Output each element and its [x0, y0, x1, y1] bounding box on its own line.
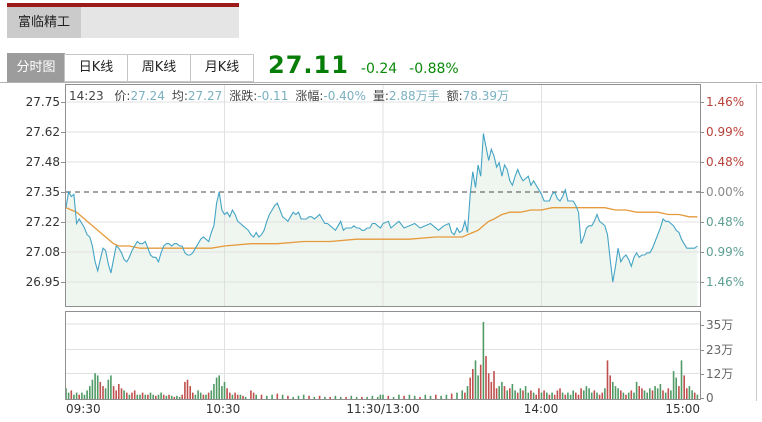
average-price-line	[66, 207, 698, 249]
percent-axis-tick	[700, 252, 704, 253]
price-change-percent: -0.88%	[409, 61, 459, 77]
info-field-value: 27.24	[130, 89, 165, 103]
percent-axis-tick	[700, 222, 704, 223]
price-axis-tick	[61, 102, 65, 103]
last-price: 27.11	[268, 51, 349, 79]
price-area-fill	[66, 133, 698, 306]
time-axis-label: 10:30	[205, 402, 241, 416]
volume-chart-svg	[66, 312, 700, 399]
chart-type-tab-row: 分时图 日K线 周K线 月K线	[0, 52, 762, 83]
info-field-label: 额:	[446, 89, 463, 103]
time-axis-label: 09:30	[66, 402, 101, 416]
info-field-label: 价:	[114, 89, 131, 103]
info-field-label: 量:	[372, 89, 389, 103]
tab-weekly-k[interactable]: 周K线	[127, 54, 191, 82]
info-field-label: 均:	[171, 89, 188, 103]
info-time: 14:23	[69, 89, 104, 103]
time-axis-label: 14:00	[523, 402, 559, 416]
time-axis-label: 15:00	[665, 402, 700, 416]
price-axis-label: 27.08	[25, 245, 60, 259]
price-axis-label: 26.95	[25, 275, 60, 289]
price-axis-label: 27.62	[25, 125, 60, 139]
percent-axis-label: 1.46%	[706, 275, 745, 289]
chart-type-tabs: 分时图 日K线 周K线 月K线	[7, 53, 254, 82]
volume-axis-label: 35万	[706, 318, 734, 332]
info-field-value: 27.27	[187, 89, 223, 103]
volume-chart-area[interactable]	[65, 311, 701, 400]
time-axis-label: 11:30/13:00	[346, 402, 420, 416]
volume-axis-tick	[700, 325, 704, 326]
tab-monthly-k[interactable]: 月K线	[190, 54, 254, 82]
volume-bars	[66, 321, 699, 399]
volume-axis-tick	[700, 350, 704, 351]
percent-axis-label: 0.99%	[706, 125, 745, 139]
price-axis-tick	[61, 282, 65, 283]
percent-axis-tick	[700, 192, 704, 193]
percent-axis-tick	[700, 102, 704, 103]
tab-intraday[interactable]: 分时图	[7, 53, 65, 82]
percent-axis-label: 0.48%	[706, 155, 745, 169]
volume-axis-tick	[700, 374, 704, 375]
volume-axis-label: 12万	[706, 367, 734, 381]
percent-axis-tick	[700, 132, 704, 133]
price-axis-label: 27.22	[25, 215, 60, 229]
percent-axis-tick	[700, 162, 704, 163]
percent-axis-label: 0.99%	[706, 245, 745, 259]
quote-header: 27.11 -0.24 -0.88%	[268, 51, 459, 79]
percent-axis-tick	[700, 282, 704, 283]
stock-tab-strip: 富临精工	[7, 7, 239, 38]
volume-gridlines	[66, 312, 700, 399]
panel-right-edge-line	[756, 84, 757, 401]
price-axis-label: 27.35	[25, 185, 60, 199]
volume-axis-tick	[700, 398, 704, 399]
volume-axis-label: 23万	[706, 343, 734, 357]
price-axis-tick	[61, 252, 65, 253]
volume-axis-label: 0	[706, 391, 714, 405]
info-field-value: -0.11	[257, 89, 289, 103]
price-axis-label: 27.75	[25, 95, 60, 109]
price-axis-tick	[61, 222, 65, 223]
info-field-label: 涨跌:	[229, 89, 258, 103]
info-field-value: 2.88万手	[388, 89, 440, 103]
info-field-value: -0.40%	[323, 89, 366, 103]
percent-axis-label: 0.48%	[706, 215, 745, 229]
info-field-label: 涨幅:	[295, 89, 324, 103]
price-line	[66, 133, 698, 283]
price-axis-tick	[61, 192, 65, 193]
info-field-value: 78.39万	[462, 89, 510, 103]
percent-axis-label: 1.46%	[706, 95, 745, 109]
tab-daily-k[interactable]: 日K线	[64, 54, 128, 82]
stock-name-tab[interactable]: 富临精工	[7, 7, 81, 38]
percent-axis-label: 0.00%	[706, 185, 745, 199]
price-axis-label: 27.48	[25, 155, 60, 169]
intraday-price-chart-area[interactable]	[65, 84, 701, 307]
active-tab-accent-bar	[7, 3, 239, 7]
price-change: -0.24	[360, 61, 398, 77]
price-chart-svg	[66, 85, 700, 306]
price-axis-tick	[61, 132, 65, 133]
price-axis-tick	[61, 162, 65, 163]
crosshair-info-bar: 14:23 价:27.24 均:27.27 涨跌:-0.11 涨幅:-0.40% 量:2…	[69, 87, 699, 104]
